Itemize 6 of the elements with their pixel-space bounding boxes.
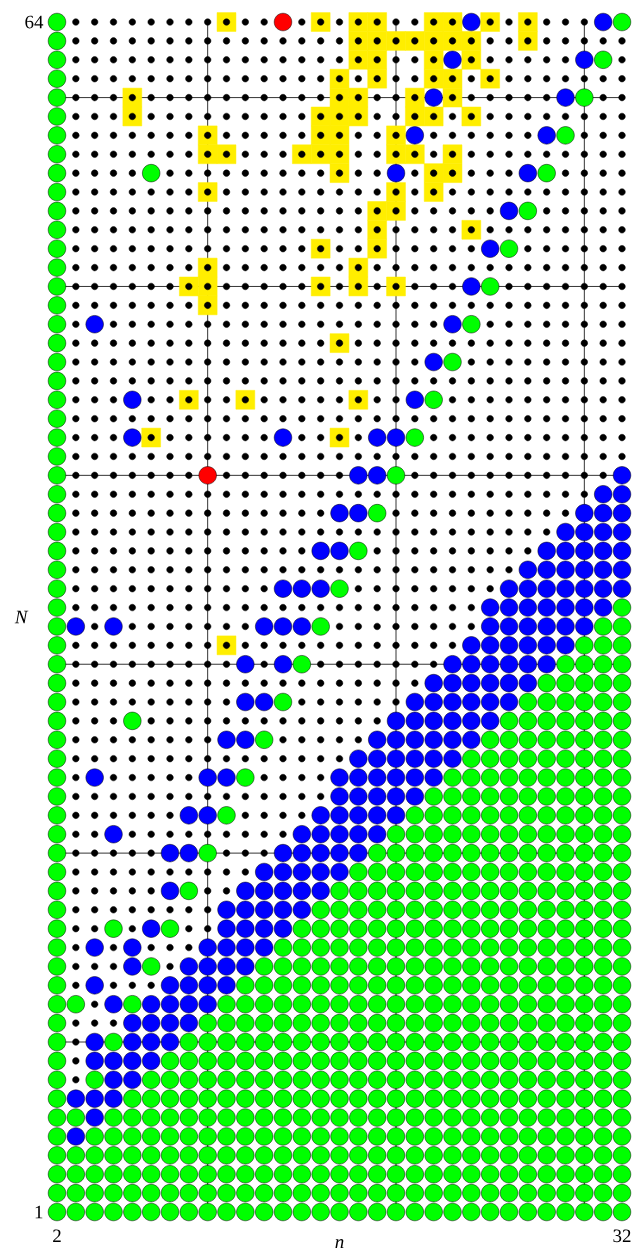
x-tick-label: 2 (53, 1229, 61, 1242)
y-axis-title: N (14, 610, 29, 624)
x-axis-title: n (335, 1239, 344, 1248)
y-tick-label: 1 (35, 1205, 43, 1219)
x-tick-label: 32 (613, 1229, 631, 1243)
y-tick-label: 64 (25, 15, 44, 29)
